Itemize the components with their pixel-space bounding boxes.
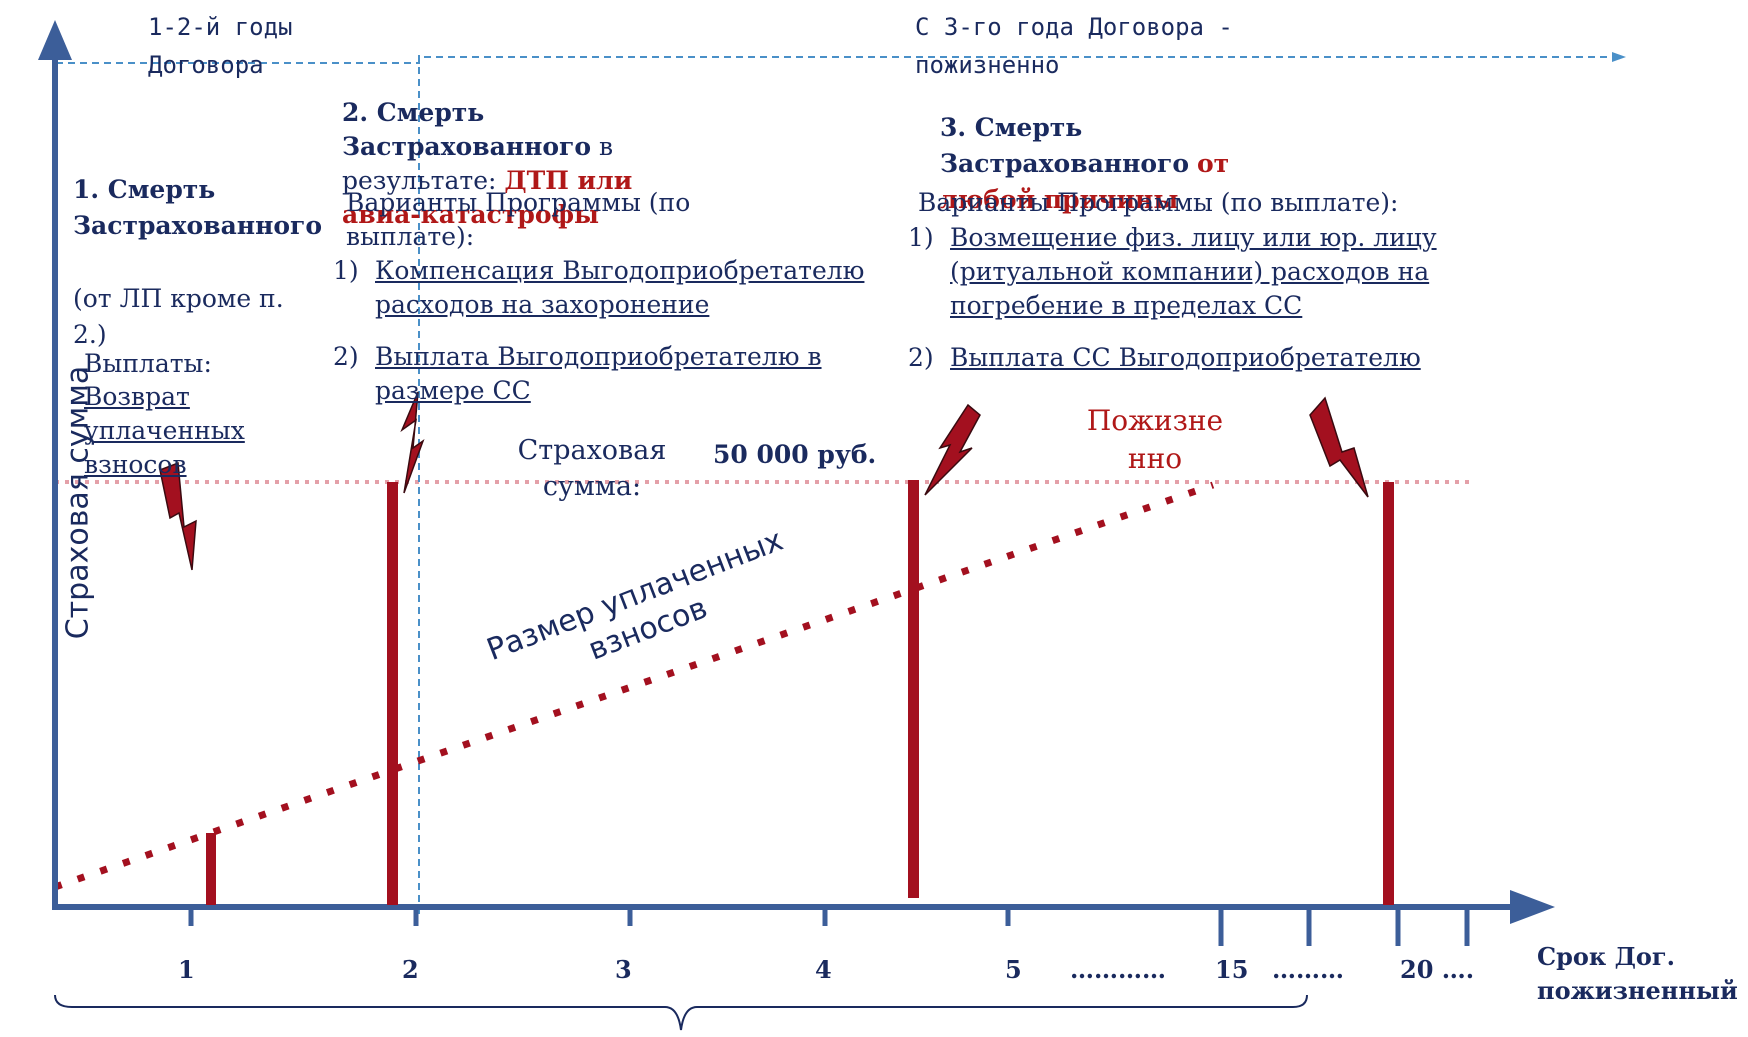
case-1-payout: Возврат уплаченных взносов <box>84 382 245 479</box>
sum-insured-value: 50 000 руб. <box>713 440 877 469</box>
x-tick-label: 15 <box>1215 955 1249 984</box>
payout-bar-year-2 <box>387 482 398 905</box>
case-2-option-num: 1) <box>333 256 359 285</box>
case-3-option: 1) Возмещение физ. лицу или юр. лицу (рит… <box>908 221 1498 323</box>
case-3-title-bold: 3. Смерть Застрахованного <box>940 113 1190 178</box>
case-2-option-text: Компенсация Выгодоприобретателю расходов… <box>375 256 865 319</box>
lightning-icon <box>1309 396 1369 498</box>
case-3-option: 2) Выплата СС Выгодоприобретателю <box>908 341 1498 375</box>
period-markers <box>56 52 1626 918</box>
x-tick-label: 4 <box>815 955 832 984</box>
case-2-option-text: Выплата Выгодоприобретателю в размере СС <box>375 342 822 405</box>
case-3-options-list: 1) Возмещение физ. лицу или юр. лицу (рит… <box>908 221 1498 375</box>
x-tick-label: ……… <box>1272 955 1344 984</box>
case-2-options-list: 1) Компенсация Выгодоприобретателю расход… <box>333 254 893 408</box>
case-3-option-num: 2) <box>908 343 934 372</box>
case-2-options-label: Варианты Программы (по выплате): <box>346 188 691 251</box>
x-tick-label: 2 <box>402 955 419 984</box>
lightning-icon <box>159 461 197 571</box>
x-axis-label: Срок Дог. пожизненный <box>1537 942 1738 1005</box>
y-axis-arrowhead <box>38 20 72 60</box>
case-1-title: 1. Смерть Застрахованного <box>73 175 323 240</box>
case-1-note: (от ЛП кроме п. 2.) <box>73 284 284 349</box>
x-tick-label: ………… <box>1070 955 1166 984</box>
x-axis-ticks <box>188 907 1470 946</box>
x-axis-arrowhead <box>1510 890 1555 924</box>
case-3-cause: от любой причины <box>940 149 1230 214</box>
payout-bars <box>206 480 1394 905</box>
payout-bar-year-1 <box>206 833 216 905</box>
axes <box>38 20 1555 924</box>
x-tick-label: 3 <box>615 955 632 984</box>
x-tick-label: 20 …. <box>1400 955 1475 984</box>
period-2-label: С 3-го года Договора - пожизненно <box>915 13 1233 79</box>
payout-bar-year-4 <box>908 480 919 898</box>
case-3-option-text: Выплата СС Выгодоприобретателю <box>950 343 1421 372</box>
case-2-cause: ДТП или авиа-катастрофы <box>342 166 633 229</box>
case-2-title-bold: 2. Смерть Застрахованного <box>342 98 592 161</box>
lightning-icon <box>400 391 425 494</box>
period-1-label: 1-2-й годы Договора <box>148 13 293 79</box>
case-1-payouts-label: Выплаты: <box>84 349 212 378</box>
x-tick-label: 1 <box>178 955 195 984</box>
sum-insured-label: Страховая сумма: <box>517 435 667 502</box>
case-3-options-label: Варианты Программы (по выплате): <box>918 188 1399 217</box>
case-2-option: 2) Выплата Выгодоприобретателю в размере … <box>333 340 893 408</box>
lightning-icon <box>924 403 981 496</box>
case-2-option: 1) Компенсация Выгодоприобретателю расход… <box>333 254 893 322</box>
case-2-title: 2. Смерть Застрахованного в результате: … <box>342 96 672 232</box>
case-2-option-num: 2) <box>333 342 359 371</box>
lifetime-label: Пожизненно <box>1086 404 1224 475</box>
lightning-icons <box>159 391 1369 571</box>
case-3-option-text: Возмещение физ. лицу или юр. лицу (ритуа… <box>950 223 1437 320</box>
case-3-option-num: 1) <box>908 223 934 252</box>
period-bracket <box>54 994 1308 1031</box>
case-3-title: 3. Смерть Застрахованного от любой причи… <box>940 110 1320 218</box>
premiums-paid-line <box>53 481 1215 891</box>
x-tick-label: 5 <box>1005 955 1022 984</box>
payout-bar-year-20 <box>1383 482 1394 905</box>
period-arrowhead <box>1612 52 1626 62</box>
case-2-title-rest: в результате: <box>342 132 614 195</box>
